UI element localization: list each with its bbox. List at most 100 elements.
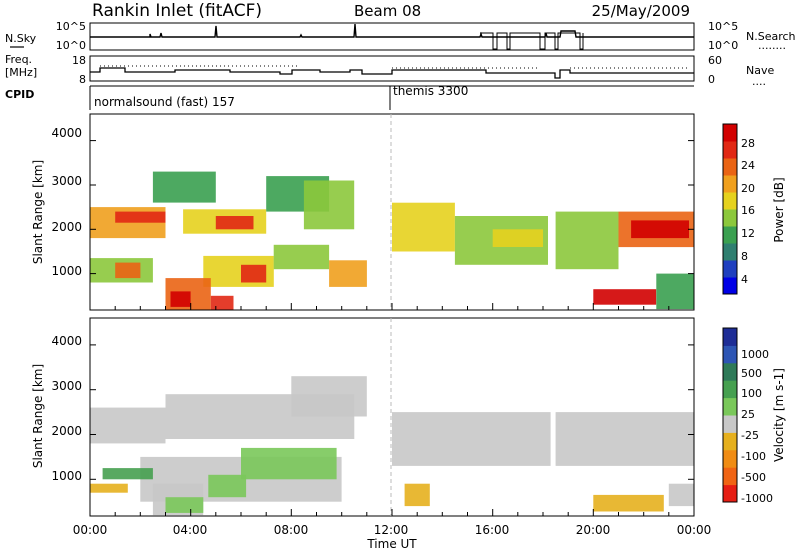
- velocity-colorbar-segment-0: [723, 484, 737, 503]
- power-cb-tick-28: 28: [741, 137, 755, 150]
- power-echo-region-13: [170, 291, 191, 307]
- x-axis-label: Time UT: [366, 537, 417, 551]
- freq-line: [90, 67, 694, 79]
- velocity-colorbar-segment-7: [723, 362, 737, 381]
- freq-tick-top: 18: [72, 54, 86, 67]
- velocity-echo-region-9: [90, 483, 128, 493]
- velocity-echo-region-13: [593, 494, 664, 512]
- power-echo-region-16: [392, 202, 455, 252]
- power-colorbar-segment-5: [723, 192, 737, 210]
- power-cb-tick-16: 16: [741, 204, 755, 217]
- nsky-tick-bottom: 10^0: [56, 39, 86, 52]
- velocity-cb-tick-m1000: -1000: [741, 492, 773, 505]
- power-colorbar-segment-6: [723, 175, 737, 193]
- x-tick-0800: 08:00: [274, 523, 309, 537]
- power-cb-tick-20: 20: [741, 182, 755, 195]
- power-cb-tick-24: 24: [741, 159, 755, 172]
- velocity-echo-region-11: [165, 497, 204, 513]
- velocity-cb-tick-100: 100: [741, 387, 762, 400]
- power-colorbar-label: Power [dB]: [772, 177, 786, 242]
- velocity-y-axis-label: Slant Range [km]: [31, 364, 45, 468]
- power-y-tick-3000: 3000: [51, 174, 82, 188]
- velocity-echo-region-2: [291, 376, 367, 417]
- power-echo-region-15: [329, 260, 367, 287]
- power-echo-region-23: [656, 273, 695, 310]
- velocity-colorbar-segment-9: [723, 328, 737, 346]
- power-echo-region-19: [555, 211, 619, 270]
- power-echo-region-2: [152, 171, 216, 203]
- power-y-tick-4000: 4000: [51, 126, 82, 140]
- velocity-echo-region-14: [668, 483, 694, 507]
- power-cb-tick-4: 4: [741, 273, 748, 286]
- freq-label-line1: Freq.: [5, 53, 32, 66]
- power-cb-tick-12: 12: [741, 227, 755, 240]
- velocity-cb-tick-m25: -25: [741, 429, 759, 442]
- power-heatmap: [90, 171, 695, 310]
- velocity-echo-region-12: [404, 483, 430, 507]
- velocity-colorbar-frame: [722, 327, 738, 503]
- velocity-echo-region-8: [102, 468, 153, 480]
- velocity-echo-region-4: [555, 412, 694, 466]
- power-colorbar-segment-4: [723, 209, 737, 227]
- power-panel-frame: [89, 113, 695, 311]
- velocity-colorbar-segment-5: [723, 397, 737, 416]
- velocity-colorbar-segment-4: [723, 415, 737, 433]
- velocity-cb-tick-25: 25: [741, 408, 755, 421]
- cpid-mode-2: themis 3300: [393, 84, 468, 98]
- velocity-y-tick-1000: 1000: [51, 469, 82, 483]
- x-tick-2400: 00:00: [677, 523, 712, 537]
- x-tick-0000: 00:00: [73, 523, 108, 537]
- nsearch-tick-top: 10^5: [708, 20, 738, 33]
- power-echo-region-22: [593, 289, 657, 305]
- velocity-heatmap: [90, 376, 694, 516]
- velocity-cb-tick-1000: 1000: [741, 348, 769, 361]
- power-colorbar-segment-9: [723, 124, 737, 142]
- nave-line: [100, 65, 690, 69]
- power-echo-region-6: [303, 180, 355, 230]
- cpid-label: CPID: [5, 88, 34, 101]
- velocity-echo-region-3: [392, 412, 551, 466]
- freq-panel-frame: [89, 55, 695, 82]
- power-echo-region-21: [631, 220, 689, 239]
- power-y-axis-label: Slant Range [km]: [31, 160, 45, 264]
- x-tick-0400: 04:00: [173, 523, 208, 537]
- velocity-panel-frame: [89, 317, 695, 517]
- velocity-colorbar: [723, 328, 737, 503]
- velocity-echo-region-0: [90, 407, 166, 444]
- nsky-tick-top: 10^5: [56, 20, 86, 33]
- power-echo-region-14: [210, 295, 234, 310]
- power-colorbar-segment-0: [723, 277, 737, 295]
- power-colorbar-segment-1: [723, 260, 737, 278]
- velocity-colorbar-segment-1: [723, 467, 737, 486]
- nsearch-tick-bottom: 10^0: [708, 39, 738, 52]
- velocity-y-tick-4000: 4000: [51, 334, 82, 348]
- velocity-echo-region-6: [241, 447, 337, 480]
- velocity-cb-tick-m100: -100: [741, 450, 766, 463]
- nave-tick-bottom: 0: [708, 73, 715, 86]
- nsky-line: [90, 23, 694, 38]
- velocity-colorbar-segment-2: [723, 449, 737, 468]
- power-colorbar-segment-3: [723, 226, 737, 244]
- freq-label-line2: [MHz]: [5, 66, 37, 79]
- power-colorbar-segment-8: [723, 141, 737, 159]
- nsearch-legend-dots: ........: [758, 39, 786, 52]
- power-y-tick-1000: 1000: [51, 264, 82, 278]
- x-tick-1600: 16:00: [475, 523, 510, 537]
- power-echo-region-10: [241, 264, 267, 283]
- nsearch-label: N.Search: [746, 30, 796, 43]
- power-echo-region-4: [215, 216, 254, 230]
- x-tick-2000: 20:00: [576, 523, 611, 537]
- x-tick-1200: 12:00: [374, 523, 409, 537]
- nsearch-line: [480, 32, 584, 50]
- nave-label: Nave: [746, 64, 774, 77]
- power-colorbar-frame: [722, 123, 738, 295]
- power-echo-region-11: [273, 244, 330, 270]
- power-y-tick-2000: 2000: [51, 220, 82, 234]
- power-colorbar-segment-2: [723, 243, 737, 261]
- freq-tick-bottom: 8: [79, 73, 86, 86]
- power-echo-region-18: [492, 229, 543, 247]
- power-echo-region-1: [115, 211, 166, 223]
- velocity-colorbar-label: Velocity [m s-1]: [772, 368, 786, 462]
- velocity-y-tick-2000: 2000: [51, 424, 82, 438]
